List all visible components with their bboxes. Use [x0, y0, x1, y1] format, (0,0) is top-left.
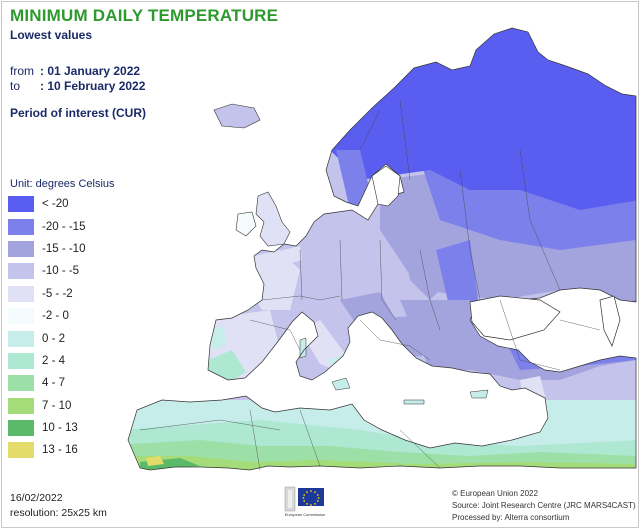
logo-caption: European Commission: [285, 512, 325, 517]
to-value: : 10 February 2022: [40, 79, 146, 93]
legend-item: -5 - -2: [8, 283, 85, 305]
legend-label: < -20: [42, 198, 69, 211]
legend-label: 10 - 13: [42, 422, 78, 435]
legend-label: 13 - 16: [42, 444, 78, 457]
legend-label: -10 - -5: [42, 265, 80, 278]
legend-item: 7 - 10: [8, 395, 85, 417]
legend-item: 4 - 7: [8, 372, 85, 394]
map-title: MINIMUM DAILY TEMPERATURE: [10, 6, 279, 25]
legend-swatch: [8, 240, 34, 257]
legend-item: 2 - 4: [8, 350, 85, 372]
legend-swatch: [8, 285, 34, 302]
from-value: : 01 January 2022: [40, 64, 141, 78]
period-from: from : 01 January 2022: [10, 64, 140, 78]
legend-swatch: [8, 375, 34, 392]
legend-swatch: [8, 352, 34, 369]
map-subtitle: Lowest values: [10, 28, 93, 42]
european-commission-logo: European Commission: [282, 483, 328, 523]
legend-item: -15 - -10: [8, 238, 85, 260]
issue-date: 16/02/2022: [10, 492, 63, 504]
legend-swatch: [8, 218, 34, 235]
legend-item: -10 - -5: [8, 260, 85, 282]
legend-label: -15 - -10: [42, 242, 86, 255]
legend-swatch: [8, 442, 34, 459]
legend-swatch: [8, 420, 34, 437]
legend: < -20 -20 - -15 -15 - -10 -10 - -5 -5 - -2 -2…: [8, 193, 85, 462]
legend-label: -2 - 0: [42, 310, 69, 323]
period-to: to : 10 February 2022: [10, 79, 145, 93]
legend-unit: Unit: degrees Celsius: [10, 178, 115, 190]
legend-item: 13 - 16: [8, 439, 85, 461]
copyright: © European Union 2022: [452, 489, 538, 498]
legend-item: < -20: [8, 193, 85, 215]
period-of-interest: Period of interest (CUR): [10, 106, 147, 120]
legend-item: 10 - 13: [8, 417, 85, 439]
legend-label: -5 - -2: [42, 287, 73, 300]
processed-by: Processed by: Alterra consortium: [452, 513, 570, 522]
legend-label: 4 - 7: [42, 377, 66, 390]
resolution: resolution: 25x25 km: [10, 507, 107, 519]
from-label: from: [10, 64, 34, 78]
legend-swatch: [8, 263, 34, 280]
legend-label: 7 - 10: [42, 399, 72, 412]
legend-swatch: [8, 330, 34, 347]
legend-swatch: [8, 397, 34, 414]
to-label: to: [10, 79, 21, 93]
data-source: Source: Joint Research Centre (JRC MARS4…: [452, 501, 636, 510]
legend-item: -2 - 0: [8, 305, 85, 327]
legend-swatch: [8, 308, 34, 325]
legend-item: -20 - -15: [8, 215, 85, 237]
legend-swatch: [8, 196, 34, 213]
legend-label: 2 - 4: [42, 354, 66, 367]
legend-label: 0 - 2: [42, 332, 66, 345]
legend-item: 0 - 2: [8, 327, 85, 349]
legend-label: -20 - -15: [42, 220, 86, 233]
